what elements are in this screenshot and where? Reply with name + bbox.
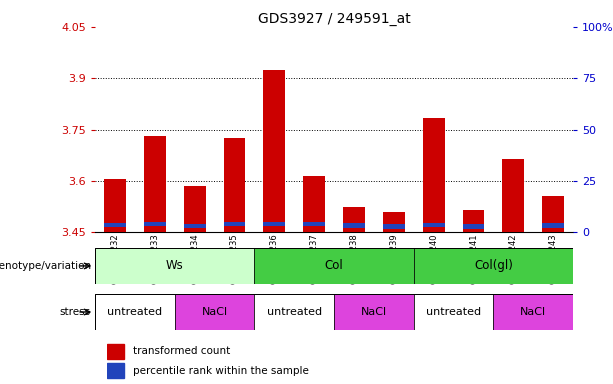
Bar: [104, 179, 126, 232]
Bar: [343, 223, 365, 228]
Bar: [224, 138, 245, 232]
Bar: [104, 223, 126, 227]
Bar: [264, 222, 285, 227]
Text: untreated: untreated: [267, 307, 322, 317]
Bar: [343, 207, 365, 232]
Text: NaCl: NaCl: [520, 307, 546, 317]
Bar: [463, 210, 484, 232]
Text: percentile rank within the sample: percentile rank within the sample: [133, 366, 309, 376]
Bar: [254, 294, 334, 330]
Bar: [144, 136, 166, 232]
Bar: [414, 248, 573, 284]
Text: stress: stress: [60, 307, 91, 317]
Text: untreated: untreated: [107, 307, 162, 317]
Text: Ws: Ws: [166, 260, 183, 272]
Bar: [423, 118, 444, 232]
Text: Col(gl): Col(gl): [474, 260, 513, 272]
Bar: [383, 212, 405, 232]
Bar: [264, 70, 285, 232]
Bar: [95, 294, 175, 330]
Text: Col: Col: [325, 260, 343, 272]
Bar: [184, 186, 205, 232]
Text: transformed count: transformed count: [133, 346, 230, 356]
Bar: [107, 344, 124, 359]
Bar: [543, 196, 564, 232]
Bar: [224, 222, 245, 226]
Bar: [463, 224, 484, 229]
Bar: [334, 294, 414, 330]
Bar: [95, 248, 254, 284]
Bar: [107, 363, 124, 378]
Text: untreated: untreated: [426, 307, 481, 317]
Text: genotype/variation: genotype/variation: [0, 261, 91, 271]
Bar: [414, 294, 493, 330]
Bar: [543, 223, 564, 228]
Text: NaCl: NaCl: [361, 307, 387, 317]
Bar: [503, 159, 524, 232]
Bar: [184, 224, 205, 228]
Bar: [144, 222, 166, 226]
Bar: [383, 224, 405, 229]
Bar: [303, 222, 325, 226]
Bar: [423, 223, 444, 227]
Text: NaCl: NaCl: [202, 307, 227, 317]
Title: GDS3927 / 249591_at: GDS3927 / 249591_at: [257, 12, 411, 26]
Bar: [303, 176, 325, 232]
Bar: [175, 294, 254, 330]
Bar: [254, 248, 414, 284]
Bar: [493, 294, 573, 330]
